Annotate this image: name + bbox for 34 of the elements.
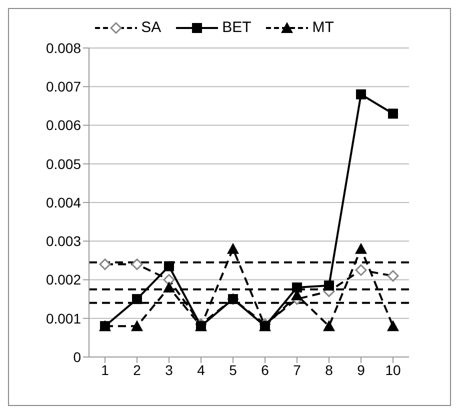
- x-tick-label: 2: [133, 362, 142, 378]
- y-tick-label: 0.007: [46, 78, 82, 95]
- point: [355, 242, 367, 254]
- legend-label: BET: [222, 19, 252, 36]
- x-tick-label: 3: [165, 362, 174, 378]
- x-tick-label: 5: [229, 362, 238, 378]
- x-tick-label: 10: [385, 362, 401, 378]
- x-tick-label: 4: [197, 362, 206, 378]
- y-tick-label: 0.001: [46, 310, 82, 326]
- x-tick-label: 1: [101, 362, 110, 378]
- y-tick-label: 0.002: [46, 272, 82, 288]
- x-tick-label: 6: [261, 362, 270, 378]
- legend-label: SA: [141, 19, 162, 36]
- point: [132, 294, 142, 304]
- y-tick-label: 0.006: [46, 117, 82, 134]
- x-tick-label: 8: [325, 362, 334, 378]
- point: [227, 242, 239, 254]
- y-tick-label: 0.008: [46, 40, 82, 56]
- y-tick-label: 0.005: [46, 156, 82, 172]
- point: [164, 261, 174, 272]
- point: [387, 320, 399, 332]
- point: [388, 108, 398, 119]
- point: [356, 89, 366, 100]
- point: [292, 282, 302, 292]
- point: [163, 281, 175, 292]
- point: [323, 320, 335, 332]
- point: [131, 320, 143, 332]
- y-tick-label: 0: [73, 348, 82, 365]
- point: [324, 280, 334, 291]
- legend-label: MT: [312, 19, 334, 36]
- x-tick-label: 7: [293, 362, 302, 378]
- y-tick-label: 0.004: [46, 194, 82, 210]
- x-tick-label: 9: [357, 362, 366, 378]
- y-tick-label: 0.003: [46, 233, 82, 250]
